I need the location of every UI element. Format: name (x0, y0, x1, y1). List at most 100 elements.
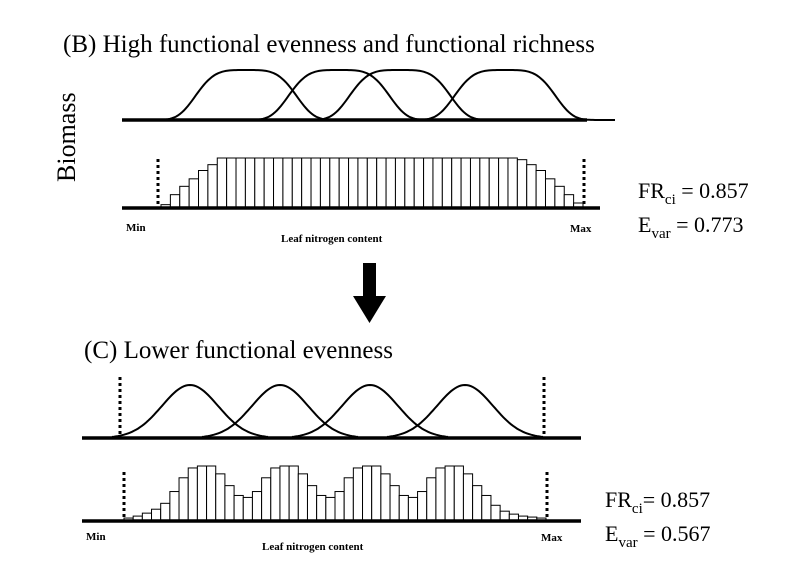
panel-c-fr-stat: FRci= 0.857 (605, 487, 710, 517)
panel-b-species-curve-3 (290, 69, 510, 121)
panel-b-histogram-bar (451, 157, 462, 209)
panel-b-histogram-bar (338, 157, 350, 209)
panel-c-histogram-bar (196, 465, 208, 522)
panel-c-histogram-bar (389, 485, 400, 522)
panel-c-histogram-bar (444, 465, 455, 522)
panel-b-histogram-bar (563, 194, 575, 209)
panel-c-evar-stat: Evar = 0.567 (605, 521, 711, 551)
panel-b-histogram-bar (413, 157, 425, 209)
panel-c-species-curve-3 (291, 383, 449, 438)
panel-c-species-curve-1 (111, 383, 269, 438)
panel-b-histogram-bar (179, 185, 190, 209)
panel-c-min-label: Min (86, 531, 106, 543)
panel-b-histogram-bar (376, 157, 387, 209)
panel-b-histogram-bar (469, 157, 481, 209)
panel-b-histogram-bar (244, 157, 256, 209)
panel-b-histogram-bar (188, 178, 200, 209)
panel-b-histogram-bar (507, 157, 518, 209)
panel-c-histogram-bar (206, 465, 217, 522)
panel-c-histogram-bar (398, 494, 409, 522)
panel-b-histogram-bar (516, 159, 528, 209)
panel-c-title: (C) Lower functional evenness (84, 337, 393, 364)
panel-b-species-curve-1 (136, 69, 356, 121)
panel-b-xlabel: Leaf nitrogen content (281, 233, 383, 245)
panel-c-histogram-bar (334, 491, 345, 522)
panel-c-histogram-bar (325, 496, 336, 522)
panel-b-min-label: Min (126, 222, 146, 234)
panel-c-histogram-bar (288, 465, 299, 522)
panel-c-histogram-bar (233, 494, 244, 522)
panel-c-histogram-bar (215, 473, 226, 522)
panel-c-histogram-bar (362, 465, 373, 522)
panel-b-histogram-bar (394, 157, 406, 209)
panel-b-histogram-bar (169, 194, 181, 209)
biomass-axis-label: Biomass (52, 92, 81, 182)
panel-c-histogram-bar (453, 465, 464, 522)
panel-c-max-label: Max (541, 532, 563, 544)
panel-b-species-curves (136, 69, 615, 121)
panel-b-histogram-bar (207, 164, 218, 209)
panel-c-histogram-bar (472, 485, 483, 522)
panel-b-histogram-bar (198, 170, 209, 209)
panel-b-histogram-bar (301, 157, 312, 209)
panel-c-histogram-bar (407, 496, 419, 522)
panel-c-histogram-bar (251, 491, 263, 522)
panel-b-histogram-bar (404, 157, 415, 209)
panel-c-histogram-bar (380, 473, 391, 522)
panel-b-histogram-bar (357, 157, 368, 209)
panel-c-histogram-bar (187, 467, 198, 522)
panel-c-histogram-bar (462, 473, 474, 522)
panel-c-histogram-bar (169, 491, 180, 522)
panel-b-fr-stat: FRci = 0.857 (638, 178, 749, 208)
panel-c-xlabel: Leaf nitrogen content (262, 541, 364, 553)
panel-b-histogram-bar (216, 157, 228, 209)
panel-b-histogram-bar (263, 157, 275, 209)
panel-c-histogram-bar (490, 504, 501, 522)
panel-b-histogram-bar (329, 157, 340, 209)
panel-c-histogram-bar (306, 485, 318, 522)
panel-b-species-curve-2 (229, 69, 449, 121)
panel-b-species-curve-4 (395, 69, 615, 121)
panel-b-histogram-bar (291, 157, 303, 209)
panel-c-histogram-bar (417, 491, 428, 522)
panel-b-histogram-bar (441, 157, 453, 209)
panel-b-histogram-bar (366, 157, 378, 209)
panel-b-histogram-bar (254, 157, 265, 209)
panel-c-species-curve-4 (386, 383, 544, 438)
panel-b-histogram-bar (544, 178, 556, 209)
panel-c-histogram-bar (160, 502, 171, 522)
panel-c-histogram-bar (435, 467, 446, 522)
panel-b-histogram-bar (423, 157, 434, 209)
panel-b-histogram-bar (554, 185, 565, 209)
panel-b-histogram (160, 157, 584, 209)
panel-c-species-curve-2 (201, 383, 359, 438)
panel-c-histogram-bar (261, 477, 272, 522)
panel-b-histogram-bar (488, 157, 500, 209)
panel-b-histogram-bar (385, 157, 396, 209)
panel-b-title: (B) High functional evenness and functio… (63, 31, 595, 58)
panel-c-histogram-bar (426, 477, 437, 522)
panel-b-evar-stat: Evar = 0.773 (638, 212, 744, 242)
panel-c-histogram (123, 465, 547, 522)
panel-c-histogram-bar (279, 465, 290, 522)
panel-b-histogram-bar (348, 157, 359, 209)
panel-b-histogram-bar (226, 157, 237, 209)
panel-b-histogram-bar (526, 164, 537, 209)
panel-b-max-label: Max (570, 223, 592, 235)
panel-b-histogram-bar (319, 157, 331, 209)
panel-b-histogram-bar (479, 157, 490, 209)
panel-c-histogram-bar (224, 485, 235, 522)
panel-b-histogram-bar (432, 157, 443, 209)
panel-c-histogram-bar (316, 494, 327, 522)
panel-c-histogram-bar (481, 494, 492, 522)
panel-c-histogram-bar (343, 477, 354, 522)
panel-b-histogram-bar (498, 157, 509, 209)
panel-b-histogram-bar (273, 157, 284, 209)
panel-c-histogram-bar (242, 496, 253, 522)
panel-b-histogram-bar (310, 157, 321, 209)
panel-c-histogram-bar (151, 508, 162, 522)
panel-c-histogram-bar (371, 465, 382, 522)
panel-b-histogram-bar (535, 170, 546, 209)
panel-b-histogram-bar (235, 157, 246, 209)
